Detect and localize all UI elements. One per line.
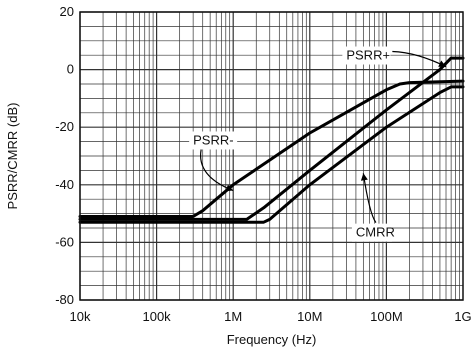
annotation-label-background — [342, 46, 391, 65]
y-tick-label: 0 — [67, 62, 74, 77]
y-tick-label: 20 — [60, 4, 74, 19]
y-tick-label: -80 — [55, 292, 74, 307]
x-tick-label: 1M — [224, 309, 242, 324]
x-tick-label: 100k — [142, 309, 171, 324]
annotation-label-background — [351, 223, 392, 242]
x-tick-label: 10M — [297, 309, 322, 324]
annotation-label: CMRR — [356, 225, 395, 240]
annotation-leader — [392, 50, 447, 68]
annotation-arrowhead — [438, 60, 447, 67]
y-tick-label: -40 — [55, 177, 74, 192]
annotations: PSRR+ PSRR- CMRR — [189, 46, 447, 242]
x-tick-label: 1G — [454, 309, 471, 324]
series-line-cmrr — [78, 85, 465, 224]
y-tick-label: -60 — [55, 234, 74, 249]
x-tick-label: 10k — [70, 309, 91, 324]
grid — [79, 11, 463, 301]
series-line-psrr- — [78, 79, 465, 218]
series-lines — [78, 56, 465, 224]
tick-labels: 10k 100k 1M 10M 100M 1G 20 0 -20 -40 -60 -80 — [55, 4, 471, 324]
x-axis-label: Frequency (Hz) — [227, 332, 317, 347]
x-tick-label: 100M — [370, 309, 403, 324]
annotation-arrowhead — [225, 184, 234, 192]
annotation-label: PSRR+ — [346, 48, 390, 63]
series-line-psrr- — [78, 56, 465, 221]
annotation-label-background — [189, 131, 238, 150]
annotation-label: PSRR- — [193, 132, 233, 147]
annotation-arrowhead — [360, 173, 368, 181]
y-axis-label: PSRR/CMRR (dB) — [5, 103, 20, 210]
y-tick-label: -20 — [55, 119, 74, 134]
plot-frame — [79, 11, 464, 301]
